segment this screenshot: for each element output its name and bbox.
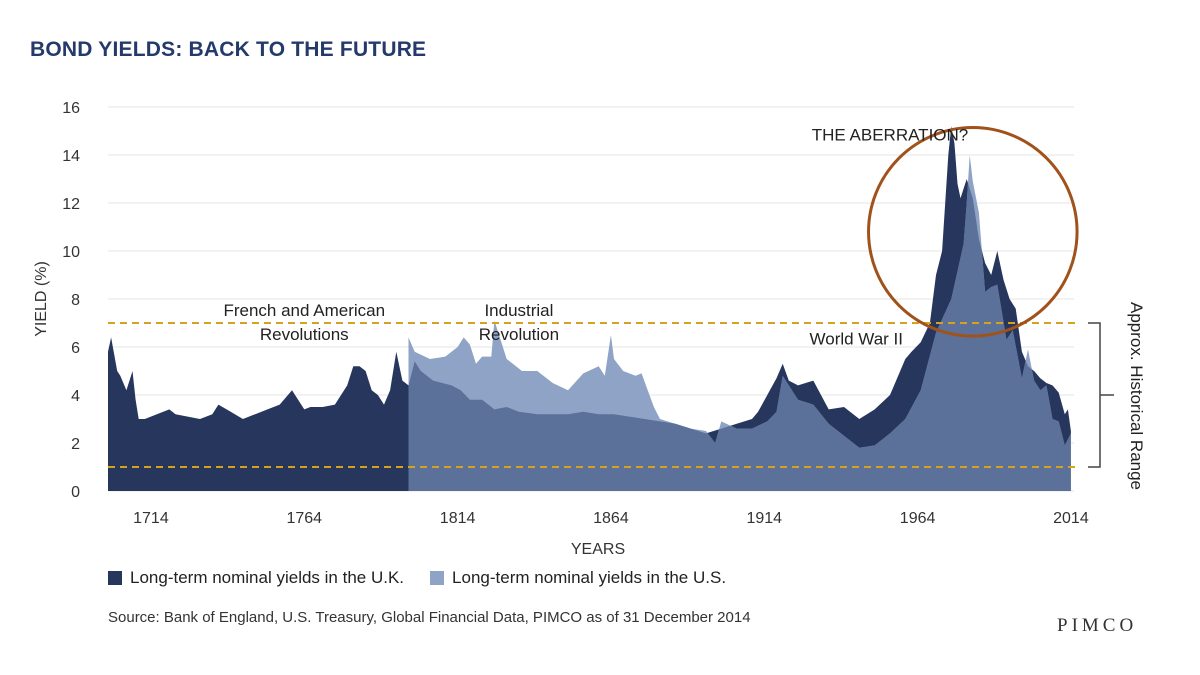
legend: Long-term nominal yields in the U.K. Lon… xyxy=(108,568,752,588)
x-axis-title: YEARS xyxy=(571,541,625,558)
y-tick-label-12: 12 xyxy=(62,196,80,213)
y-tick-label-4: 4 xyxy=(71,388,80,405)
legend-item-us: Long-term nominal yields in the U.S. xyxy=(430,568,726,588)
y-tick-label-16: 16 xyxy=(62,100,80,117)
y-tick-label-14: 14 xyxy=(62,148,80,165)
x-tick-label-1864: 1864 xyxy=(593,510,629,527)
annotation-world-war-ii: World War II xyxy=(810,330,904,349)
aberration-circle xyxy=(867,126,1079,338)
y-tick-label-8: 8 xyxy=(71,292,80,309)
chart-title: BOND YIELDS: BACK TO THE FUTURE xyxy=(30,38,427,61)
legend-item-uk: Long-term nominal yields in the U.K. xyxy=(108,568,404,588)
x-tick-label-2014: 2014 xyxy=(1053,510,1089,527)
source-note: Source: Bank of England, U.S. Treasury, … xyxy=(108,609,751,626)
legend-swatch-us xyxy=(430,571,445,585)
area-us-yields xyxy=(408,155,1071,491)
axes: 0 2 4 6 8 10 12 14 16 1714 1764 1814 1864 1914 1964 201… xyxy=(33,100,1089,558)
legend-label-uk: Long-term nominal yields in the U.K. xyxy=(130,568,405,587)
x-tick-label-1914: 1914 xyxy=(746,510,782,527)
x-tick-label-1964: 1964 xyxy=(900,510,936,527)
legend-label-us: Long-term nominal yields in the U.S. xyxy=(452,568,727,587)
x-tick-label-1764: 1764 xyxy=(286,510,322,527)
reference-lines: Approx. Historical Range xyxy=(108,302,1146,490)
annotation-french-and-american: French and American xyxy=(223,301,385,320)
pimco-logo: PIMCO xyxy=(1057,615,1138,636)
y-tick-label-10: 10 xyxy=(62,244,80,261)
legend-swatch-uk xyxy=(108,571,122,585)
y-tick-label-6: 6 xyxy=(71,340,80,357)
range-label: Approx. Historical Range xyxy=(1127,302,1146,490)
series-areas xyxy=(108,126,1071,491)
x-tick-label-1814: 1814 xyxy=(440,510,476,527)
y-tick-label-2: 2 xyxy=(71,436,80,453)
annotation-industrial: Industrial xyxy=(484,301,553,320)
annotation-the-aberration: THE ABERRATION? xyxy=(812,126,969,145)
annotation-revolutions: Revolutions xyxy=(260,325,349,344)
range-bracket xyxy=(1088,322,1101,468)
annotation-revolution: Revolution xyxy=(479,325,559,344)
y-axis-title: YIELD (%) xyxy=(33,261,50,337)
annotations: THE ABERRATION? French and American Revolu… xyxy=(223,126,1079,349)
y-tick-label-0: 0 xyxy=(71,484,80,501)
x-tick-label-1714: 1714 xyxy=(133,510,169,527)
area-uk-yields xyxy=(108,126,1071,491)
